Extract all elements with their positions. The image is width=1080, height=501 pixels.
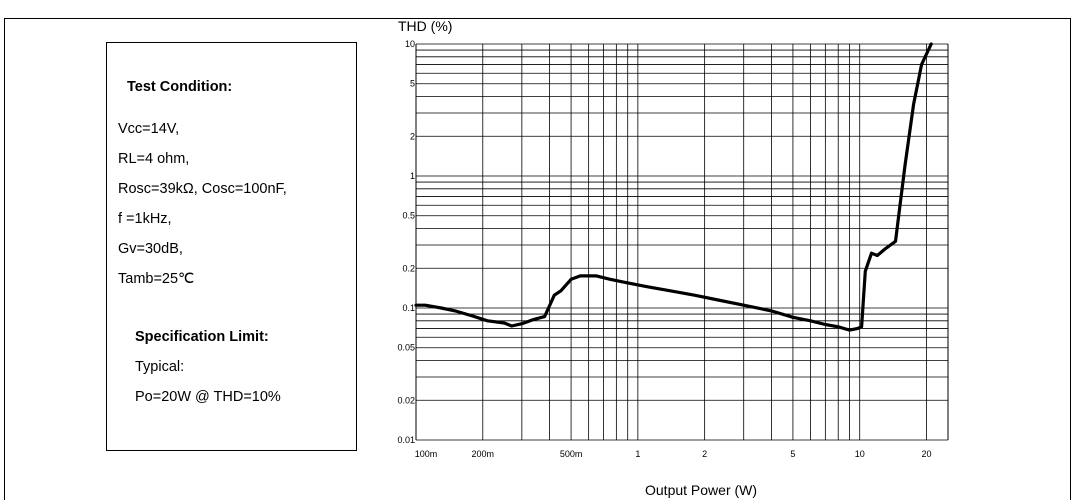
y-tick-label: 0.5 (402, 211, 415, 221)
spec-typical: Typical: (135, 359, 185, 375)
thd-curve (414, 42, 933, 332)
figure-frame (4, 18, 1071, 500)
y-tick-label: 0.02 (397, 395, 415, 405)
x-tick-label: 20 (921, 449, 931, 459)
x-axis-label: Output Power (W) (645, 482, 758, 498)
x-tick-label: 500m (560, 449, 583, 459)
x-tick-label: 5 (790, 449, 795, 459)
spec-limit-title: Specification Limit: (135, 329, 269, 345)
condition-frequency: f =1kHz, (118, 211, 172, 227)
condition-rl: RL=4 ohm, (118, 151, 190, 167)
y-tick-label: 1 (410, 171, 415, 181)
y-tick-label: 0.2 (402, 263, 415, 273)
test-condition-box: Test Condition: Vcc=14V, RL=4 ohm, Rosc=… (106, 42, 357, 451)
condition-vcc: Vcc=14V, (118, 121, 180, 137)
y-axis-label: THD (%) (398, 18, 453, 34)
condition-tamb: Tamb=25℃ (118, 271, 195, 287)
x-tick-label: 1 (635, 449, 640, 459)
y-tick-label: 2 (410, 131, 415, 141)
chart-series (414, 42, 933, 332)
test-condition-title: Test Condition: (127, 79, 233, 95)
x-tick-label: 200m (472, 449, 495, 459)
chart-ticks: 0.01 0.02 0.05 0.1 0.2 0.5 1 2 5 10 100m 200m 500m 1 2… (397, 39, 931, 459)
condition-rosc-cosc: Rosc=39kΩ, Cosc=100nF, (118, 181, 287, 197)
x-tick-label: 10 (855, 449, 865, 459)
x-tick-label: 100m (415, 449, 438, 459)
y-tick-label: 0.05 (397, 343, 415, 353)
chart-grid (415, 43, 949, 441)
y-tick-label: 0.1 (402, 303, 415, 313)
spec-po: Po=20W @ THD=10% (135, 389, 281, 405)
y-tick-label: 5 (410, 79, 415, 89)
x-tick-label: 2 (702, 449, 707, 459)
y-tick-label: 10 (405, 39, 415, 49)
condition-gain: Gv=30dB, (118, 241, 183, 257)
y-tick-label: 0.01 (397, 435, 415, 445)
